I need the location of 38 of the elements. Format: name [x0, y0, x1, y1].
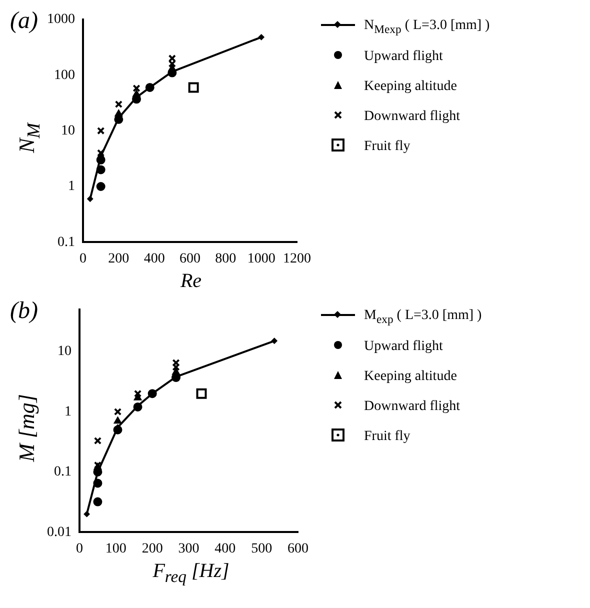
y-tick-label: 0.1 [58, 234, 75, 250]
legend-label: Downward flight [364, 399, 460, 415]
legend-label: Keeping altitude [364, 79, 457, 95]
legend-label: Upward flight [364, 49, 443, 65]
y-tick-label: 1 [64, 404, 72, 420]
legend-label: N$_{Mexp}$ ( L=3.0 [mm] ) [364, 18, 490, 36]
x-tick-label: 0 [80, 251, 86, 266]
chart-title: (a) [10, 8, 38, 35]
x-axis-title: F$_{req}$ [Hz] [152, 560, 230, 587]
x-tick-label: 500 [251, 541, 272, 556]
y-tick-label: 0.01 [47, 524, 72, 540]
legend-label: Downward flight [364, 109, 460, 125]
x-tick-label: 800 [215, 251, 236, 266]
x-tick-label: 200 [142, 541, 163, 556]
x-axis-title: Re [179, 270, 203, 293]
x-tick-label: 400 [214, 541, 236, 556]
x-tick-label: 400 [144, 251, 165, 266]
x-tick-label: 100 [105, 541, 126, 556]
x-tick-label: 300 [178, 541, 200, 556]
y-tick-label: 0.1 [54, 464, 72, 480]
y-tick-label: 10 [58, 344, 72, 360]
legend-label: Upward flight [364, 339, 443, 355]
legend-label: M$_{exp}$ ( L=3.0 [mm] ) [364, 308, 482, 326]
x-tick-label: 1200 [283, 251, 311, 266]
x-tick-label: 1000 [247, 251, 276, 266]
x-tick-label: 200 [108, 251, 130, 266]
legend-label: Keeping altitude [364, 369, 457, 385]
y-tick-label: 1000 [47, 12, 75, 28]
x-tick-label: 600 [288, 541, 308, 556]
y-tick-label: 10 [61, 123, 75, 138]
legend-label: Fruit fly [364, 139, 410, 155]
legend-label: Fruit fly [364, 429, 410, 445]
x-tick-label: 0 [76, 541, 83, 556]
x-tick-label: 600 [180, 251, 200, 266]
y-axis-title: M [mg] [14, 393, 40, 464]
y-tick-label: 100 [54, 68, 75, 83]
y-tick-label: 1 [68, 179, 75, 194]
chart-title: (b) [10, 298, 38, 325]
